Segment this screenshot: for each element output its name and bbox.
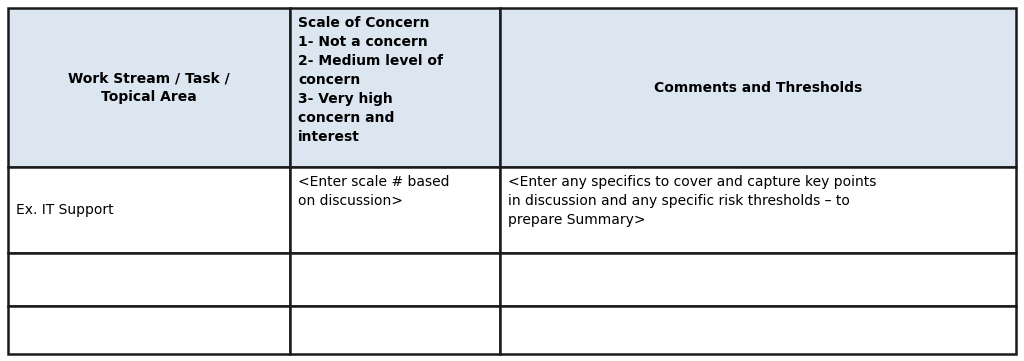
Bar [8, 8, 290, 167]
Text: Comments and Thresholds: Comments and Thresholds [654, 81, 862, 95]
Bar [290, 167, 500, 253]
Bar [290, 253, 500, 306]
Bar [290, 8, 500, 167]
Bar [500, 167, 1016, 253]
Text: <Enter any specifics to cover and capture key points
in discussion and any speci: <Enter any specifics to cover and captur… [508, 175, 877, 227]
Text: Work Stream / Task /
Topical Area: Work Stream / Task / Topical Area [69, 71, 229, 104]
Bar [500, 253, 1016, 306]
Bar [290, 306, 500, 354]
Bar [8, 167, 290, 253]
Bar [500, 8, 1016, 167]
Text: Ex. IT Support: Ex. IT Support [16, 203, 114, 217]
Text: Scale of Concern
1- Not a concern
2- Medium level of
concern
3- Very high
concer: Scale of Concern 1- Not a concern 2- Med… [298, 16, 443, 144]
Bar [8, 306, 290, 354]
Bar [500, 306, 1016, 354]
Text: <Enter scale # based
on discussion>: <Enter scale # based on discussion> [298, 175, 450, 208]
Bar [8, 253, 290, 306]
